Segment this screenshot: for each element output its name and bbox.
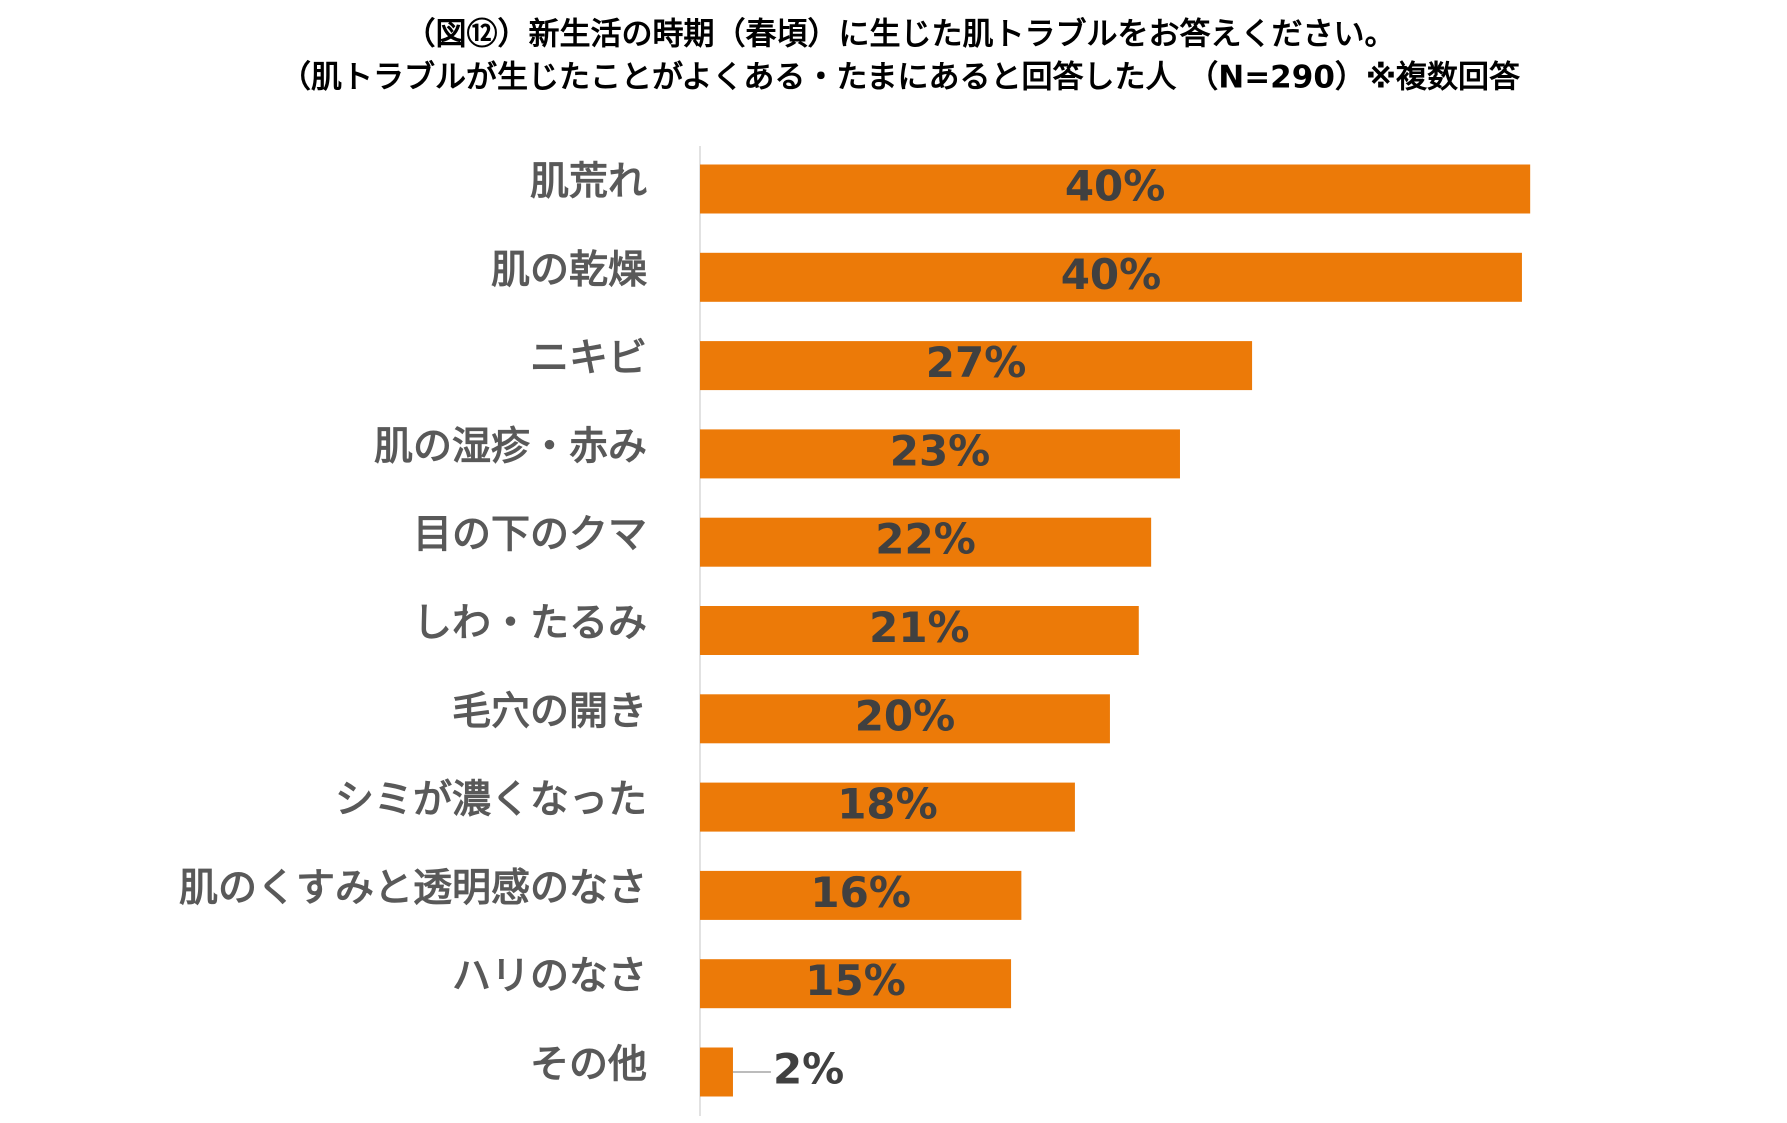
value-label: 20% (855, 691, 956, 740)
category-label: 肌荒れ (530, 160, 647, 205)
value-label: 18% (837, 780, 938, 829)
value-label: 21% (869, 603, 970, 652)
category-label: その他 (530, 1043, 647, 1088)
category-label: 目の下のクマ (413, 513, 647, 558)
category-label: 肌の湿疹・赤み (374, 424, 647, 469)
value-label: 23% (890, 426, 991, 475)
bar (700, 606, 1139, 655)
value-label: 40% (1061, 250, 1162, 299)
bar (700, 959, 1012, 1009)
bar (700, 164, 1531, 214)
category-label: 肌のくすみと透明感のなさ (179, 866, 647, 911)
category-label: シミが濃くなった (335, 778, 647, 823)
category-label: ハリのなさ (452, 954, 647, 999)
category-label: しわ・たるみ (413, 601, 647, 646)
category-label: ニキビ (530, 336, 647, 381)
chart-subtitle: （肌トラブルが生じたことがよくある・たまにあると回答した人 （N=290）※複数… (280, 60, 1521, 96)
bar (700, 517, 1152, 567)
bar (700, 341, 1253, 391)
bar (700, 694, 1110, 744)
category-label: 肌の乾燥 (491, 248, 648, 293)
bar (700, 870, 1022, 920)
value-label: 27% (926, 338, 1027, 387)
value-label: 2% (773, 1045, 844, 1094)
value-label: 22% (875, 515, 976, 564)
chart-title: （図⑫）新生活の時期（春頃）に生じた肌トラブルをお答えください。 (404, 17, 1395, 53)
bar (700, 429, 1180, 479)
bar (700, 782, 1075, 832)
value-label: 40% (1065, 162, 1166, 211)
bar (700, 252, 1522, 302)
category-label: 毛穴の開き (452, 689, 647, 734)
bar (700, 1047, 733, 1097)
value-label: 16% (810, 868, 911, 917)
value-label: 15% (805, 956, 906, 1005)
